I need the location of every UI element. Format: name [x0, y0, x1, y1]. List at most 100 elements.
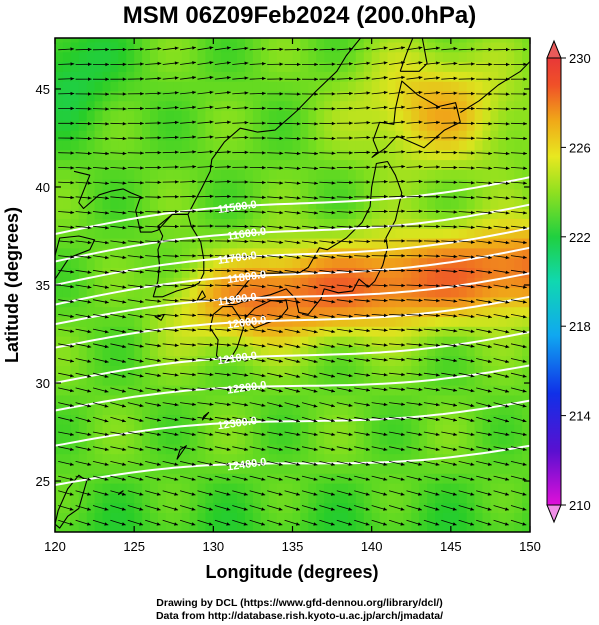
- wind-arrow-head: [522, 344, 527, 349]
- wind-arrow-head: [471, 151, 475, 155]
- wind-arrow-head: [157, 225, 162, 229]
- wind-arrow-head: [435, 522, 440, 526]
- height-contour-label: 11800.0: [227, 269, 267, 286]
- wind-arrow-head: [105, 62, 109, 67]
- wind-arrow-head: [505, 315, 510, 319]
- wind-arrow-head: [453, 254, 458, 259]
- wind-arrow-head: [192, 328, 196, 332]
- wind-arrow-head: [418, 105, 423, 110]
- wind-arrow-head: [470, 359, 475, 363]
- wind-arrow-head: [366, 358, 371, 362]
- wind-arrow-head: [261, 329, 266, 333]
- wind-arrow-head: [191, 507, 196, 511]
- wind-arrow-head: [226, 402, 231, 407]
- wind-arrow-head: [522, 418, 527, 423]
- wind-arrow-head: [69, 507, 74, 511]
- wind-arrow-head: [471, 47, 475, 51]
- wind-arrow-head: [331, 255, 336, 259]
- wind-arrow-head: [349, 106, 353, 110]
- wind-arrow-head: [157, 61, 162, 66]
- wind-arrow-head: [436, 313, 440, 318]
- wind-arrow-head: [383, 61, 388, 65]
- wind-arrow-head: [209, 343, 214, 347]
- wind-arrow-head: [453, 150, 458, 155]
- wind-arrow-head: [227, 328, 231, 332]
- wind-arrow-head: [122, 344, 127, 349]
- wind-arrow-head: [348, 344, 353, 348]
- wind-arrow-head: [226, 432, 231, 436]
- wind-arrow-head: [122, 300, 127, 304]
- wind-arrow-head: [401, 402, 405, 406]
- wind-arrow-head: [279, 151, 284, 155]
- wind-arrow-head: [69, 462, 74, 466]
- wind-arrow-head: [331, 62, 336, 66]
- wind-arrow-head: [70, 181, 75, 185]
- wind-arrow-head: [505, 285, 510, 289]
- wind-arrow-head: [227, 61, 231, 65]
- wind-arrow-head: [70, 374, 74, 378]
- wind-arrow-head: [261, 492, 266, 496]
- wind-arrow-head: [384, 180, 388, 184]
- wind-arrow-head: [140, 240, 144, 244]
- wind-arrow-head: [296, 404, 300, 408]
- wind-arrow-head: [121, 404, 126, 408]
- x-tick-label: 120: [44, 539, 66, 554]
- wind-arrow-head: [191, 477, 196, 481]
- wind-arrow-head: [523, 270, 527, 274]
- wind-arrow-head: [296, 151, 301, 156]
- wind-arrow-head: [191, 462, 196, 466]
- wind-arrow-head: [227, 283, 231, 288]
- wind-arrow-head: [192, 372, 196, 377]
- wind-arrow-head: [505, 432, 510, 436]
- wind-arrow-head: [488, 270, 492, 274]
- wind-arrow-head: [192, 298, 197, 303]
- wind-arrow-head: [244, 61, 249, 65]
- wind-arrow-head: [192, 239, 197, 243]
- wind-arrow-head: [488, 181, 493, 185]
- wind-arrow-head: [140, 62, 144, 66]
- wind-arrow-head: [505, 181, 510, 185]
- wind-arrow-head: [226, 477, 231, 481]
- wind-arrow-head: [418, 239, 423, 243]
- wind-arrow-head: [86, 522, 91, 526]
- wind-arrow-head: [104, 447, 109, 451]
- wind-arrow-head: [400, 492, 405, 496]
- wind-arrow-head: [453, 388, 458, 392]
- wind-arrow-head: [104, 492, 109, 496]
- wind-arrow-head: [418, 343, 423, 347]
- wind-arrow-head: [523, 285, 527, 289]
- wind-arrow-head: [436, 165, 440, 169]
- wind-arrow-head: [471, 210, 475, 215]
- wind-arrow-head: [69, 522, 74, 526]
- wind-arrow-head: [174, 522, 178, 526]
- wind-arrow-head: [348, 314, 353, 318]
- wind-arrow-head: [417, 507, 422, 511]
- wind-arrow-head: [487, 404, 492, 408]
- wind-arrow-head: [313, 404, 318, 408]
- wind-arrow-head: [192, 402, 196, 406]
- height-contour-labels: 11500.0 11600.0 11700.0 11800.0 11900.0 12000…: [217, 199, 268, 474]
- wind-arrow-head: [87, 329, 92, 334]
- wind-arrow-head: [383, 477, 388, 481]
- wind-arrow-head: [244, 195, 249, 199]
- wind-arrow-head: [470, 270, 475, 274]
- wind-arrow-head: [70, 359, 74, 363]
- wind-arrow-head: [523, 255, 527, 259]
- wind-arrow-head: [331, 329, 336, 334]
- wind-arrow-head: [105, 77, 109, 81]
- wind-arrow-head: [87, 359, 92, 363]
- wind-arrow-head: [470, 492, 475, 496]
- wind-arrow-head: [296, 181, 301, 185]
- wind-arrow-head: [366, 417, 370, 422]
- wind-arrow-head: [348, 522, 353, 526]
- wind-arrow-head: [366, 165, 371, 169]
- wind-arrow-head: [157, 432, 161, 436]
- wind-arrow-head: [139, 507, 144, 511]
- wind-arrow-head: [227, 373, 231, 377]
- height-contours: [55, 176, 530, 486]
- wind-arrow-head: [505, 359, 510, 364]
- wind-arrow-head: [69, 492, 74, 496]
- wind-arrow-head: [505, 196, 510, 200]
- wind-arrow-head: [453, 225, 458, 229]
- wind-arrow-head: [348, 477, 353, 481]
